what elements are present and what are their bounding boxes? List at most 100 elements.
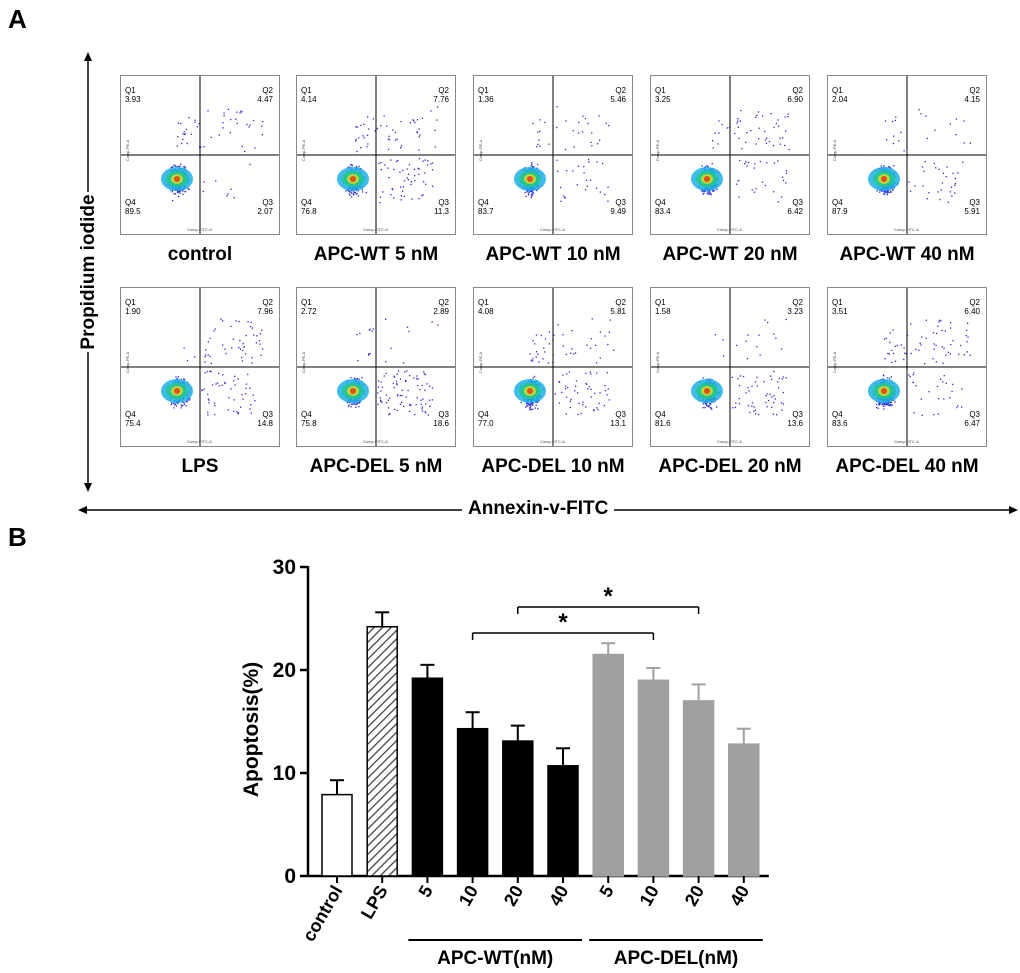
plot-x-axis-title: Comp-FITC-A: [363, 439, 388, 444]
quadrant-q4-value: 76.8: [301, 207, 317, 216]
quadrant-q1: Q1 4.14: [301, 86, 317, 104]
quadrant-q1-value: 3.25: [655, 95, 671, 104]
quadrant-q1-value: 2.04: [832, 95, 848, 104]
quadrant-q3-label: Q3: [262, 198, 273, 207]
quadrant-q2-label: Q2: [262, 298, 273, 307]
quadrant-q1: Q1 1.90: [125, 298, 141, 316]
facs-scatter: [121, 288, 279, 446]
quadrant-q3-value: 6.42: [787, 207, 803, 216]
quadrant-q1-value: 2.72: [301, 307, 317, 316]
condition-label: APC-WT 10 nM: [485, 244, 621, 265]
facs-plot: Q1 1.90 Q2 7.96 Q3 14.8 Q4 75.4 Comp-FITC-A Comp-…: [120, 287, 280, 447]
plot-x-axis-title: Comp-FITC-A: [894, 227, 919, 232]
quadrant-q3-value: 6.47: [964, 419, 980, 428]
quadrant-q4-value: 81.6: [655, 419, 671, 428]
quadrant-q4-value: 89.5: [125, 207, 141, 216]
plot-x-axis-title: Comp-FITC-A: [540, 439, 565, 444]
bar: [592, 653, 624, 877]
quadrant-q2-value: 3.23: [787, 307, 803, 316]
quadrant-q1-value: 3.93: [125, 95, 141, 104]
bar: [682, 700, 715, 877]
quadrant-q4: Q4 81.6: [655, 410, 671, 428]
condition-label: APC-DEL 20 nM: [658, 456, 802, 477]
quadrant-q4: Q4 75.8: [301, 410, 317, 428]
panel-a-letter: A: [8, 4, 27, 34]
facs-scatter: [121, 76, 279, 234]
x-tick-label: 20: [681, 882, 708, 909]
quadrant-q3-label: Q3: [792, 410, 803, 419]
quadrant-q1-label: Q1: [655, 86, 666, 95]
quadrant-q4-label: Q4: [832, 410, 843, 419]
x-tick-label: 10: [455, 882, 482, 909]
y-axis-label: Apoptosis(%): [240, 662, 263, 797]
plot-y-axis-title: Comp-PE-A: [832, 139, 838, 162]
facs-scatter: [828, 76, 986, 234]
quadrant-q1: Q1 2.72: [301, 298, 317, 316]
facs-scatter: [474, 76, 632, 234]
quadrant-q4: Q4 77.0: [478, 410, 494, 428]
bar: [411, 677, 444, 877]
facs-plot: Q1 4.14 Q2 7.76 Q3 11.3 Q4 76.8 Comp-FITC-A Comp-…: [296, 75, 456, 235]
quadrant-q2-value: 7.76: [433, 95, 449, 104]
group-label: APC-DEL(nM): [614, 948, 739, 969]
quadrant-q4-label: Q4: [832, 198, 843, 207]
quadrant-q1-value: 1.58: [655, 307, 671, 316]
quadrant-q3: Q3 14.8: [257, 410, 273, 428]
quadrant-q2: Q2 3.23: [787, 298, 803, 316]
quadrant-q3-label: Q3: [615, 198, 626, 207]
quadrant-q4: Q4 87.9: [832, 198, 848, 216]
quadrant-q4-label: Q4: [655, 410, 666, 419]
quadrant-q2-label: Q2: [262, 86, 273, 95]
quadrant-q2-label: Q2: [615, 86, 626, 95]
quadrant-q1-label: Q1: [301, 86, 312, 95]
quadrant-q4: Q4 83.6: [832, 410, 848, 428]
quadrant-q1-value: 4.08: [478, 307, 494, 316]
quadrant-q1: Q1 3.51: [832, 298, 848, 316]
quadrant-q2-value: 4.15: [964, 95, 980, 104]
plot-y-axis-title: Comp-PE-A: [301, 139, 307, 162]
quadrant-q2-value: 6.90: [787, 95, 803, 104]
plot-y-axis-title: Comp-PE-A: [478, 351, 484, 374]
quadrant-q2: Q2 6.40: [964, 298, 980, 316]
quadrant-q3: Q3 5.91: [964, 198, 980, 216]
bar: [456, 727, 489, 877]
plot-y-axis-title: Comp-PE-A: [478, 139, 484, 162]
quadrant-q1-label: Q1: [655, 298, 666, 307]
quadrant-q2-label: Q2: [792, 86, 803, 95]
facs-plot: Q1 1.36 Q2 5.46 Q3 9.49 Q4 83.7 Comp-FITC-A Comp-…: [473, 75, 633, 235]
quadrant-q3-value: 18.6: [433, 419, 449, 428]
plot-x-axis-title: Comp-FITC-A: [894, 439, 919, 444]
quadrant-q4-value: 83.4: [655, 207, 671, 216]
quadrant-q1-label: Q1: [832, 298, 843, 307]
y-tick-label: 10: [273, 762, 296, 785]
quadrant-q3-label: Q3: [792, 198, 803, 207]
quadrant-q3-label: Q3: [438, 410, 449, 419]
quadrant-q2: Q2 7.96: [257, 298, 273, 316]
plot-y-axis-title: Comp-PE-A: [655, 351, 661, 374]
quadrant-q4: Q4 89.5: [125, 198, 141, 216]
quadrant-q4-value: 75.8: [301, 419, 317, 428]
quadrant-q2-value: 5.81: [610, 307, 626, 316]
facs-plot: Q1 4.08 Q2 5.81 Q3 13.1 Q4 77.0 Comp-FITC-A Comp-…: [473, 287, 633, 447]
facs-plot: Q1 3.25 Q2 6.90 Q3 6.42 Q4 83.4 Comp-FITC-A Comp-…: [650, 75, 810, 235]
x-tick-label: 5: [415, 882, 437, 901]
quadrant-q1-value: 1.90: [125, 307, 141, 316]
plot-y-axis-title: Comp-PE-A: [832, 351, 838, 374]
quadrant-q2-label: Q2: [615, 298, 626, 307]
quadrant-q2: Q2 4.15: [964, 86, 980, 104]
quadrant-q3: Q3 6.47: [964, 410, 980, 428]
quadrant-q3-label: Q3: [969, 410, 980, 419]
quadrant-q1-label: Q1: [125, 86, 136, 95]
quadrant-q2: Q2 4.47: [257, 86, 273, 104]
quadrant-q1-label: Q1: [478, 298, 489, 307]
facs-plot: Q1 1.58 Q2 3.23 Q3 13.6 Q4 81.6 Comp-FITC-A Comp-…: [650, 287, 810, 447]
quadrant-q2-value: 5.46: [610, 95, 626, 104]
quadrant-q3-value: 13.1: [610, 419, 626, 428]
quadrant-q1: Q1 3.93: [125, 86, 141, 104]
quadrant-q3-value: 11.3: [434, 207, 449, 216]
quadrant-q3: Q3 13.6: [787, 410, 803, 428]
quadrant-q2-label: Q2: [792, 298, 803, 307]
x-tick-label: 10: [636, 882, 663, 909]
quadrant-q4-label: Q4: [478, 410, 489, 419]
quadrant-q3-value: 2.07: [257, 207, 273, 216]
